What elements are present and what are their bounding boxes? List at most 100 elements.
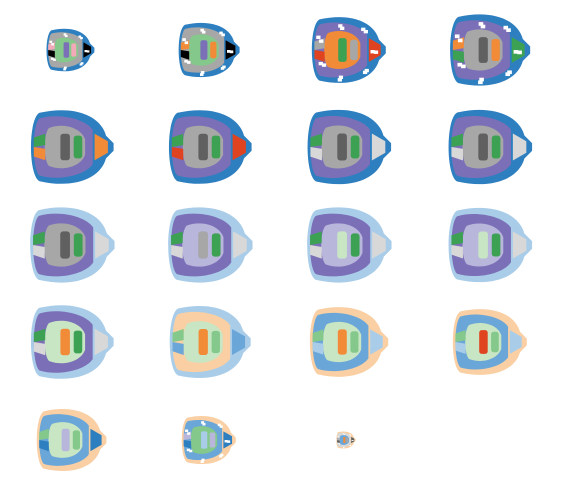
fragment-gap — [338, 443, 340, 444]
frontal-region — [232, 133, 246, 161]
fragment-gap — [199, 73, 204, 76]
side-patch — [48, 50, 55, 58]
medial-region — [491, 331, 499, 353]
fragment-gap — [337, 78, 342, 82]
brain-slice-10 — [151, 200, 261, 290]
side-patch — [312, 329, 324, 342]
midline-region — [61, 428, 70, 452]
side-patch — [39, 428, 49, 440]
fragment-gap — [53, 58, 56, 61]
midline-region — [198, 133, 208, 161]
midline-region — [60, 328, 70, 356]
fragment-gap — [219, 31, 223, 35]
frontal-region — [512, 133, 527, 161]
fragment-gap — [86, 50, 90, 53]
midline-region — [478, 231, 488, 259]
side-patch — [171, 245, 183, 259]
brain-slice-13 — [13, 297, 123, 387]
side-patch — [451, 231, 463, 245]
fragment-gap — [219, 455, 223, 458]
fragment-gap — [80, 62, 84, 65]
fragment-gap — [50, 57, 54, 60]
frontal-region — [371, 133, 386, 161]
fragment-gap — [316, 35, 321, 40]
fragment-gap — [217, 423, 221, 427]
frontal-region — [512, 231, 527, 259]
fragment-gap — [364, 68, 369, 73]
frontal-region — [370, 329, 383, 355]
medial-region — [211, 330, 220, 354]
fragment-gap — [200, 460, 204, 464]
brain-slice-17 — [13, 395, 123, 485]
fragment-gap — [219, 425, 223, 428]
medial-region — [209, 432, 216, 448]
fragment-gap — [352, 440, 354, 442]
brain-slice-5 — [13, 102, 123, 192]
fragment-gap — [351, 440, 353, 441]
side-patch — [33, 342, 46, 356]
fragment-gap — [63, 66, 67, 69]
midline-region — [198, 231, 208, 259]
frontal-region — [351, 436, 355, 444]
brain-slice-3 — [290, 5, 400, 95]
fragment-gap — [373, 50, 379, 54]
medial-region — [73, 330, 83, 354]
medial-region — [210, 41, 217, 59]
fragment-gap — [503, 25, 509, 30]
side-patch — [310, 133, 322, 147]
midline-region — [60, 133, 70, 161]
frontal-region — [223, 431, 233, 449]
side-patch — [455, 330, 466, 342]
fragment-gap — [318, 61, 323, 66]
frontal-region — [95, 231, 109, 259]
fragment-gap — [461, 64, 466, 69]
brain-slice-7 — [290, 102, 400, 192]
fragment-gap — [63, 68, 67, 71]
fragment-gap — [349, 434, 351, 436]
fragment-gap — [189, 449, 193, 453]
side-patch — [337, 440, 340, 444]
fragment-gap — [505, 72, 511, 77]
brain-slice-12 — [431, 200, 541, 290]
fragment-gap — [200, 28, 204, 32]
side-patch — [33, 133, 46, 147]
side-patch — [451, 133, 463, 147]
medial-region — [73, 135, 83, 159]
fragment-gap — [201, 458, 205, 462]
side-patch — [33, 328, 46, 342]
side-patch — [455, 342, 466, 354]
fragment-gap — [200, 71, 205, 74]
midline-region — [200, 40, 208, 60]
fragment-gap — [338, 24, 343, 28]
fragment-gap — [349, 434, 351, 436]
fragment-gap — [479, 77, 484, 82]
fragment-gap — [339, 443, 341, 445]
side-patch — [451, 147, 463, 161]
brain-slice-14 — [151, 297, 261, 387]
brain-slice-16 — [431, 297, 541, 387]
fragment-gap — [227, 440, 231, 443]
frontal-region — [232, 328, 246, 356]
frontal-region — [94, 133, 108, 161]
fragment-gap — [343, 433, 345, 435]
midline-region — [337, 329, 347, 355]
fragment-gap — [457, 62, 463, 67]
fragment-gap — [64, 34, 68, 38]
fragment-gap — [184, 41, 189, 45]
medial-region — [350, 39, 358, 61]
brain-slice-18 — [151, 395, 261, 485]
side-patch — [183, 440, 192, 449]
brain-slice-8 — [431, 102, 541, 192]
fragment-gap — [507, 70, 512, 75]
medial-region — [211, 233, 221, 257]
fragment-gap — [187, 432, 191, 435]
medial-region — [491, 233, 501, 257]
side-patch — [171, 147, 184, 161]
midline-region — [198, 328, 208, 356]
side-patch — [310, 231, 322, 245]
fragment-gap — [185, 429, 189, 433]
brain-slice-6 — [151, 102, 261, 192]
fragment-gap — [220, 453, 224, 457]
side-patch — [171, 231, 183, 245]
